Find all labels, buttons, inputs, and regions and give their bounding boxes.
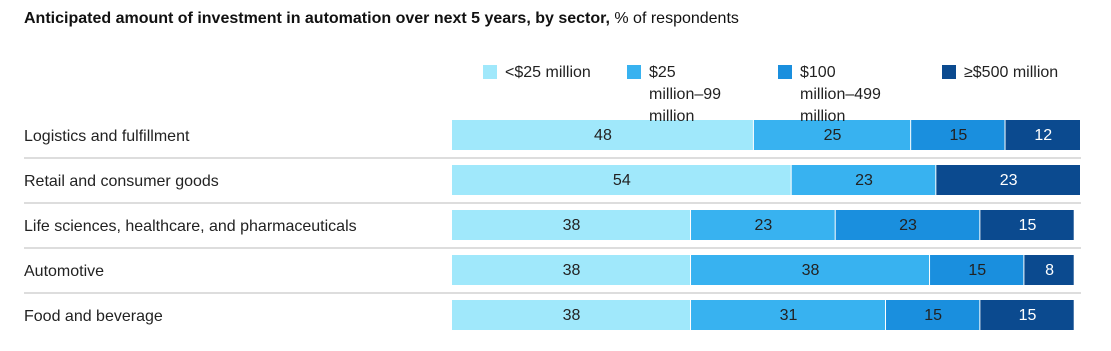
legend-item: ≥$500 million — [942, 62, 1092, 84]
bar-segment — [1024, 255, 1074, 285]
value-label: 15 — [1019, 217, 1037, 234]
value-label: 8 — [1045, 262, 1054, 279]
legend-label: $25 million–99 million — [649, 64, 722, 125]
bar-segment — [936, 165, 1080, 195]
value-label: 54 — [613, 172, 631, 189]
chart-title: Anticipated amount of investment in auto… — [24, 10, 610, 27]
bar-segment — [452, 165, 791, 195]
bar-segment — [980, 300, 1074, 330]
bar-segment — [452, 210, 691, 240]
legend-item: <$25 million — [483, 62, 613, 84]
value-label: 48 — [594, 127, 612, 144]
legend-swatch — [483, 65, 497, 79]
legend-label: ≥$500 million — [964, 64, 1059, 81]
category-label: Automotive — [24, 263, 104, 280]
legend-item: $100 million–499 million — [778, 62, 890, 128]
value-label: 15 — [1019, 307, 1037, 324]
title-line: Anticipated amount of investment in auto… — [24, 10, 739, 28]
value-label: 15 — [949, 127, 967, 144]
bar-segment — [886, 300, 980, 330]
legend-swatch — [942, 65, 956, 79]
bar-segment — [791, 165, 936, 195]
bar-segment — [835, 210, 980, 240]
value-label: 12 — [1034, 127, 1052, 144]
category-label: Logistics and fulfillment — [24, 128, 190, 145]
legend-label: <$25 million — [505, 64, 591, 81]
value-label: 38 — [563, 307, 581, 324]
value-label: 15 — [924, 307, 942, 324]
bar-segment — [1005, 120, 1080, 150]
value-label: 38 — [563, 262, 581, 279]
bar-segment — [691, 255, 930, 285]
value-label: 31 — [780, 307, 798, 324]
legend-item: $25 million–99 million — [627, 62, 727, 128]
legend-swatch — [778, 65, 792, 79]
bar-segment — [980, 210, 1074, 240]
bar-segment — [691, 210, 835, 240]
category-label: Life sciences, healthcare, and pharmaceu… — [24, 218, 357, 235]
bar-segment — [452, 120, 753, 150]
value-label: 15 — [968, 262, 986, 279]
bar-segment — [911, 120, 1005, 150]
bar-segment — [452, 300, 691, 330]
bar-segment — [930, 255, 1024, 285]
bar-segment — [691, 300, 886, 330]
category-label: Retail and consumer goods — [24, 173, 219, 190]
value-label: 23 — [1000, 172, 1018, 189]
value-label: 23 — [754, 217, 772, 234]
chart-subtitle: % of respondents — [614, 10, 739, 27]
legend-swatch — [627, 65, 641, 79]
bar-segment — [452, 255, 691, 285]
bar-segment — [753, 120, 911, 150]
category-label: Food and beverage — [24, 308, 163, 325]
legend-label: $100 million–499 million — [800, 64, 881, 125]
value-label: 23 — [855, 172, 873, 189]
value-label: 25 — [824, 127, 842, 144]
value-label: 38 — [563, 217, 581, 234]
value-label: 23 — [899, 217, 917, 234]
value-label: 38 — [802, 262, 820, 279]
